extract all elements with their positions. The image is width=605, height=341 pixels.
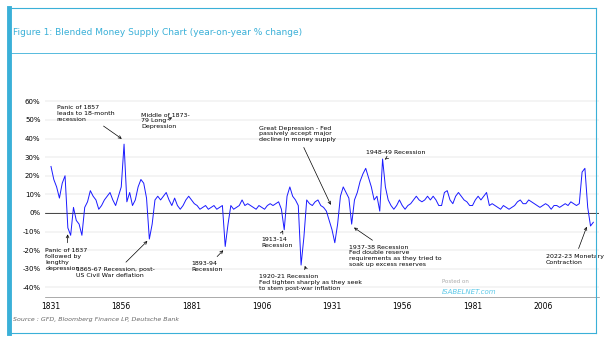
Text: 1948-49 Recession: 1948-49 Recession (365, 150, 425, 159)
Text: Middle of 1873-
79 Long
Depression: Middle of 1873- 79 Long Depression (141, 113, 189, 129)
Text: 1913-14
Recession: 1913-14 Recession (262, 231, 293, 248)
Text: Posted on: Posted on (442, 279, 468, 284)
Text: 1865-67 Recession, post-
US Civil War deflation: 1865-67 Recession, post- US Civil War de… (76, 241, 155, 278)
Text: Great Depression - Fed
passively accept major
decline in money supply: Great Depression - Fed passively accept … (259, 125, 336, 204)
Text: 2022-23 Monetary
Contraction: 2022-23 Monetary Contraction (546, 227, 604, 265)
Text: Figure 1: Blended Money Supply Chart (year-on-year % change): Figure 1: Blended Money Supply Chart (ye… (13, 28, 302, 37)
Text: Panic of 1857
leads to 18-month
recession: Panic of 1857 leads to 18-month recessio… (57, 105, 121, 138)
Text: 1920-21 Recession
Fed tighten sharply as they seek
to stem post-war inflation: 1920-21 Recession Fed tighten sharply as… (259, 267, 362, 291)
Text: Source : GFD, Bloomberg Finance LP, Deutsche Bank: Source : GFD, Bloomberg Finance LP, Deut… (13, 317, 179, 322)
Text: ISABELNET.com: ISABELNET.com (442, 288, 496, 295)
Text: Panic of 1837
followed by
lengthy
depression: Panic of 1837 followed by lengthy depres… (45, 235, 88, 271)
Text: 1937-38 Recession
Fed double reserve
requirements as they tried to
soak up exces: 1937-38 Recession Fed double reserve req… (349, 228, 442, 267)
Text: 1893-94
Recession: 1893-94 Recession (192, 251, 223, 272)
